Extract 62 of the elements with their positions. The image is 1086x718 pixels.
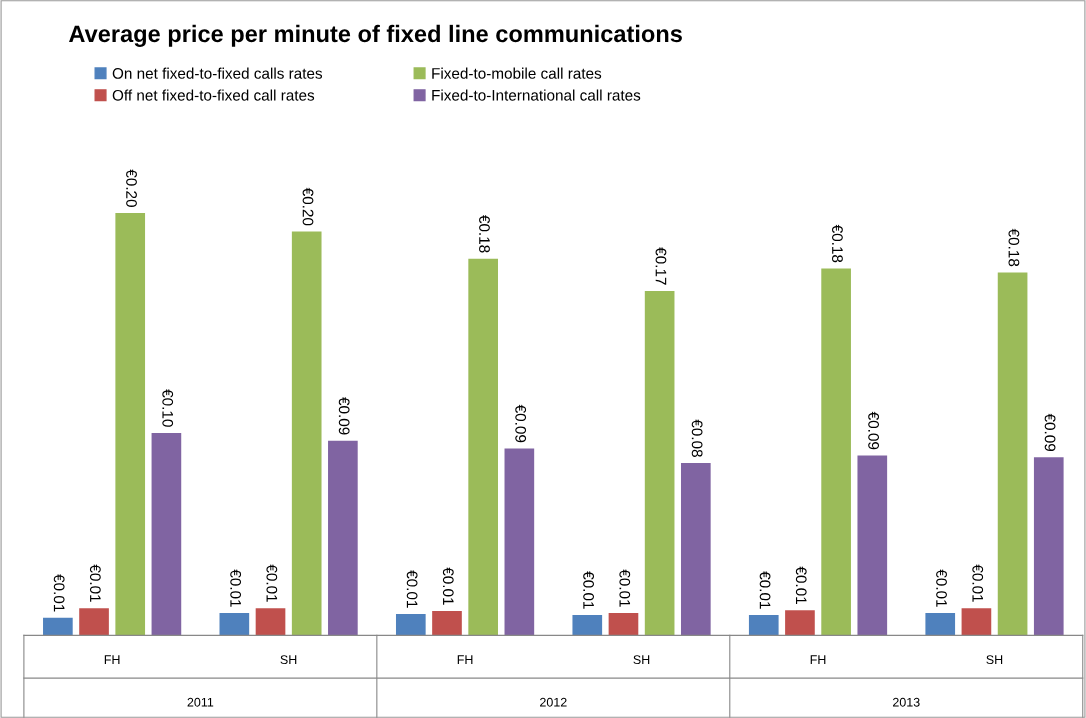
x-tick-label: FH [457,655,473,664]
x-tick-label: FH [104,655,120,664]
text: 2013 [892,697,920,707]
bar [219,613,250,636]
data-label: €0.01 [53,574,65,612]
data-label: €0.20 [126,169,137,207]
data-label: €0.09 [868,411,880,450]
data-label: €0.01 [972,564,984,602]
bar [785,610,815,636]
data-label: €0.01 [759,571,771,609]
data-label: €0.01 [795,566,807,604]
bar [1033,457,1064,636]
bar [291,231,322,636]
chart-title: Average price per minute of fixed line communications [69,24,682,47]
x-tick-label: SH [986,655,1003,665]
data-label: €0.01 [230,569,242,607]
data-label: €0.01 [442,567,454,605]
bar [997,272,1028,636]
data-label: €0.18 [832,224,843,263]
data-label: €0.09 [515,404,527,443]
bar [43,617,73,636]
data-label: €0.01 [266,564,278,602]
legend-label: Fixed-to-mobile call rates [432,67,602,79]
bar [432,611,462,636]
bar [961,608,992,636]
bar [821,268,851,636]
bar [857,455,888,636]
data-label: €0.17 [655,247,667,285]
bar [255,608,286,636]
data-label: €0.20 [302,187,314,226]
data-label: €0.09 [338,397,350,435]
legend-label: On net fixed-to-fixed calls rates [112,67,323,79]
bar [395,613,426,636]
bar [644,290,675,636]
data-label: €0.01 [619,569,631,607]
bar [115,213,146,636]
bar [328,440,358,636]
text: 2011 [187,697,214,707]
x-tick-label: FH [810,655,826,664]
bar [748,614,779,636]
data-label: €0.08 [691,419,703,457]
bar [572,614,603,636]
bar [504,448,535,636]
legend-label: Off net fixed-to-fixed call rates [112,89,315,101]
legend-label: Fixed-to-International call rates [432,89,641,101]
data-label: €0.18 [1008,228,1020,267]
data-label: €0.10 [162,389,174,427]
bar [468,258,498,636]
data-label: €0.18 [479,215,490,253]
data-label: €0.01 [936,569,947,607]
data-label: €0.01 [583,571,595,609]
bar [151,432,182,636]
data-label: €0.01 [89,564,101,602]
bar [79,608,109,636]
x-tick-label: SH [280,655,297,665]
bar [925,613,956,636]
text: 2012 [540,697,567,707]
bar [608,613,639,636]
x-tick-label: SH [633,655,650,665]
data-label: €0.09 [1044,413,1056,452]
data-label: €0.01 [406,570,418,608]
bar [680,463,711,636]
